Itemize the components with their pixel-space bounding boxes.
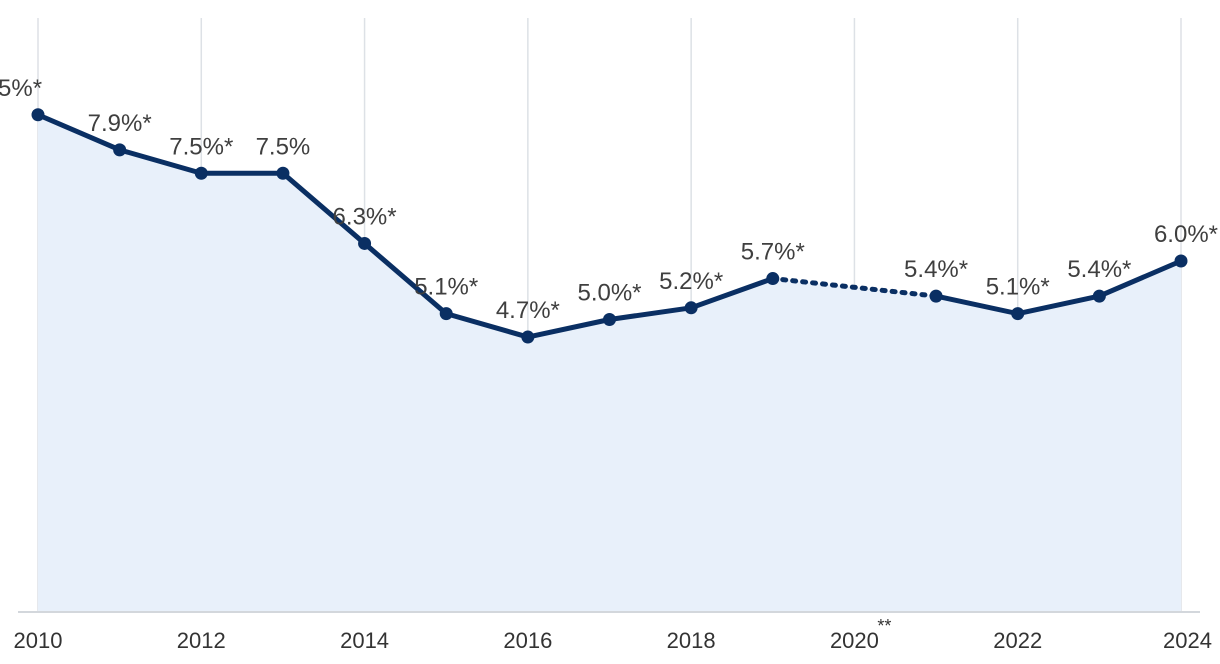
data-label-2014: 6.3%*	[333, 203, 397, 230]
data-point-2022	[1011, 307, 1025, 321]
line-layer	[35, 112, 1184, 340]
data-point-2019	[766, 272, 780, 286]
x-axis-tick-labels: 2010 2012 2014 2016 2018 2020 2022 2024	[14, 628, 1212, 653]
data-point-2012	[194, 166, 208, 180]
gap-note-marker: **	[877, 616, 891, 636]
data-label-2011: 7.9%*	[88, 110, 152, 137]
x-tick-label-2010: 2010	[14, 628, 63, 653]
data-label-2023: 5.4%*	[1067, 256, 1131, 283]
area-layer	[38, 114, 1181, 612]
data-label-2021: 5.4%*	[904, 256, 968, 283]
x-tick-label-2016: 2016	[503, 628, 552, 653]
data-point-2011	[113, 143, 127, 157]
data-points	[31, 108, 1188, 344]
data-point-2014	[358, 236, 372, 250]
data-label-2010: 8.5%*	[0, 75, 42, 102]
data-label-2018: 5.2%*	[659, 268, 723, 295]
data-label-2015: 5.1%*	[414, 274, 478, 301]
data-label-2024: 6.0%*	[1154, 221, 1218, 248]
x-tick-label-2022: 2022	[993, 628, 1042, 653]
data-label-2017: 5.0%*	[577, 280, 641, 307]
data-label-2013: 7.5%	[256, 133, 311, 160]
data-point-2024	[1174, 254, 1188, 268]
data-label-2012: 7.5%*	[169, 133, 233, 160]
data-point-2023	[1092, 289, 1106, 303]
data-labels: 8.5%* 7.9%* 7.5%* 7.5% 6.3%* 5.1%* 4.7%* 5.0%* 5…	[0, 75, 1218, 324]
x-tick-label-2012: 2012	[177, 628, 226, 653]
x-tick-label-2018: 2018	[667, 628, 716, 653]
data-point-2010	[31, 108, 45, 122]
x-tick-label-2020: 2020	[830, 628, 879, 653]
data-point-2016	[521, 330, 535, 344]
data-point-2015	[439, 307, 453, 321]
data-point-2013	[276, 166, 290, 180]
x-tick-label-2014: 2014	[340, 628, 389, 653]
series-area	[38, 114, 1181, 612]
series-line-segment	[35, 112, 776, 340]
series-line-segment	[933, 258, 1184, 317]
data-label-2019: 5.7%*	[741, 239, 805, 266]
data-point-2021	[929, 289, 943, 303]
data-label-2016: 4.7%*	[496, 297, 560, 324]
series-gap-segment	[770, 276, 939, 299]
x-tick-label-2024: 2024	[1163, 628, 1212, 653]
data-point-2017	[603, 313, 616, 326]
data-point-2018	[684, 301, 698, 315]
data-label-2022: 5.1%*	[986, 274, 1050, 301]
